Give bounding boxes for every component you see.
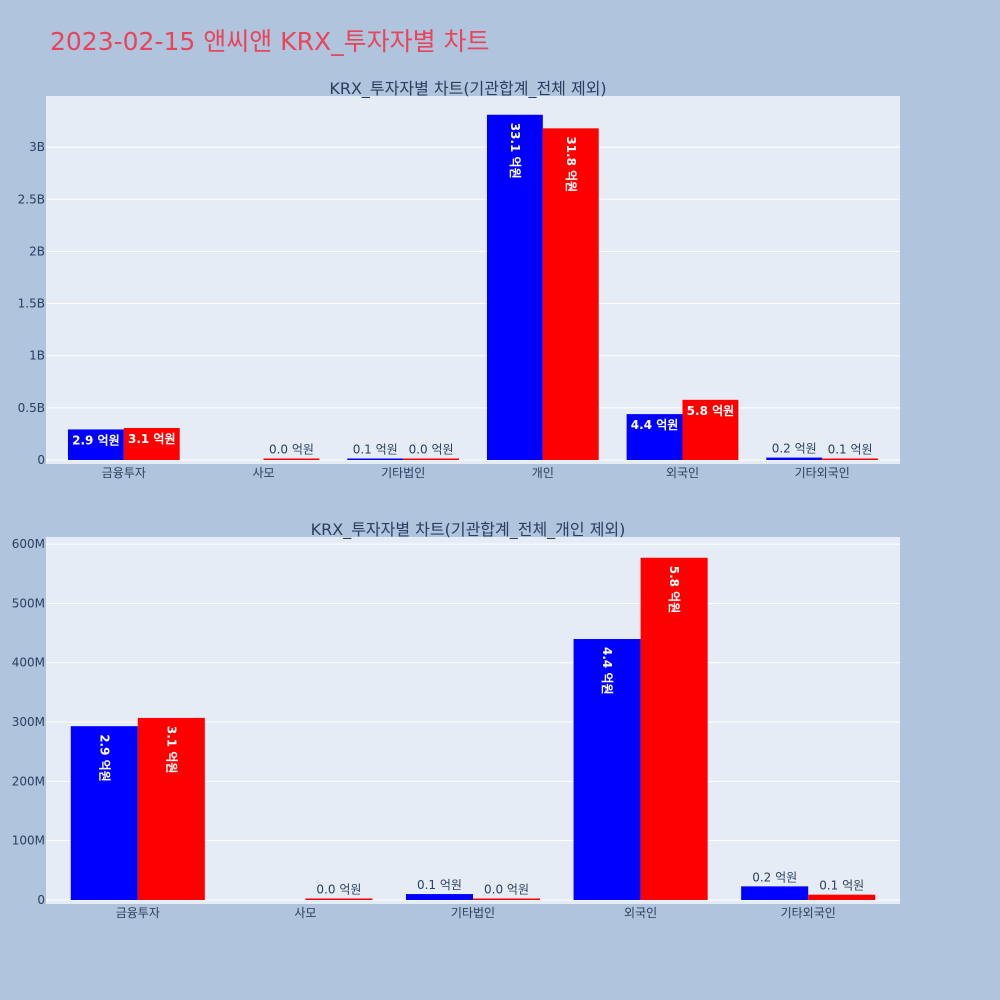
- data-label: 0.1 억원: [353, 443, 398, 457]
- y-tick-label: 0: [37, 453, 45, 467]
- bar-series_b-4: [808, 894, 876, 900]
- y-tick-label: 3B: [29, 140, 45, 154]
- bar-series_a-5: [766, 457, 823, 460]
- data-label: 3.1 억원: [164, 726, 178, 774]
- data-label: 0.1 억원: [819, 879, 864, 893]
- data-label: 33.1 억원: [508, 123, 522, 179]
- bar-series_b-3: [542, 128, 599, 460]
- y-tick-label: 400M: [12, 656, 45, 670]
- data-label: 2.9 억원: [97, 734, 111, 782]
- y-tick-label: 200M: [12, 774, 45, 788]
- x-tick-label: 기타법인: [381, 466, 425, 480]
- bar-series_a-3: [573, 639, 641, 900]
- bar-series_a-4: [741, 886, 809, 900]
- data-label: 0.1 억원: [828, 443, 873, 457]
- page-title: 2023-02-15 앤씨앤 KRX_투자자별 차트: [50, 27, 490, 56]
- bar-series_b-5: [822, 458, 879, 460]
- data-label: 0.0 억원: [409, 443, 454, 457]
- y-tick-label: 0: [37, 893, 45, 907]
- x-tick-label: 사모: [294, 906, 316, 920]
- x-tick-label: 금융투자: [102, 466, 146, 480]
- data-label: 0.1 억원: [417, 878, 462, 892]
- bar-series_a-2: [405, 894, 473, 900]
- plot-area: [46, 96, 900, 464]
- x-tick-label: 개인: [532, 466, 554, 480]
- x-tick-label: 기타외국인: [795, 466, 850, 480]
- data-label: 31.8 억원: [564, 136, 578, 192]
- data-label: 2.9 억원: [72, 433, 120, 447]
- x-tick-label: 기타법인: [451, 906, 495, 920]
- subplot-title: KRX_투자자별 차트(기관합계_전체_개인 제외): [311, 520, 626, 540]
- x-tick-label: 사모: [252, 466, 274, 480]
- y-tick-label: 100M: [12, 834, 45, 848]
- bar-series_b-4: [682, 399, 739, 460]
- data-label: 5.8 억원: [667, 566, 681, 614]
- bar-series_b-1: [263, 458, 320, 460]
- data-label: 3.1 억원: [128, 432, 176, 446]
- bar-series_b-2: [403, 458, 460, 460]
- bar-series_b-0: [123, 427, 180, 460]
- x-tick-label: 외국인: [666, 466, 699, 480]
- bar-series_a-2: [347, 458, 404, 460]
- bar-series_b-2: [473, 898, 541, 900]
- bar-series_a-3: [486, 114, 543, 461]
- data-label: 4.4 억원: [631, 418, 679, 432]
- data-label: 4.4 억원: [600, 647, 614, 695]
- bar-series_a-0: [70, 726, 138, 900]
- y-tick-label: 2.5B: [18, 192, 45, 206]
- data-label: 0.0 억원: [484, 883, 529, 897]
- data-label: 0.2 억원: [752, 870, 797, 884]
- bar-series_b-1: [305, 898, 373, 900]
- y-tick-label: 0.5B: [18, 401, 45, 415]
- y-tick-label: 300M: [12, 715, 45, 729]
- bar-series_a-0: [67, 429, 124, 460]
- y-tick-label: 500M: [12, 596, 45, 610]
- data-label: 5.8 억원: [687, 404, 735, 418]
- x-tick-label: 기타외국인: [781, 906, 836, 920]
- data-label: 0.2 억원: [772, 442, 817, 456]
- bar-series_a-4: [626, 414, 683, 460]
- data-label: 0.0 억원: [269, 443, 314, 457]
- y-tick-label: 2B: [29, 244, 45, 258]
- data-label: 0.0 억원: [316, 883, 361, 897]
- bar-series_b-0: [137, 717, 205, 900]
- x-tick-label: 외국인: [624, 906, 657, 920]
- y-tick-label: 1.5B: [18, 297, 45, 311]
- y-tick-label: 600M: [12, 537, 45, 551]
- x-tick-label: 금융투자: [116, 906, 160, 920]
- y-tick-label: 1B: [29, 349, 45, 363]
- bar-series_b-3: [640, 557, 708, 900]
- subplot-title: KRX_투자자별 차트(기관합계_전체 제외): [329, 79, 606, 99]
